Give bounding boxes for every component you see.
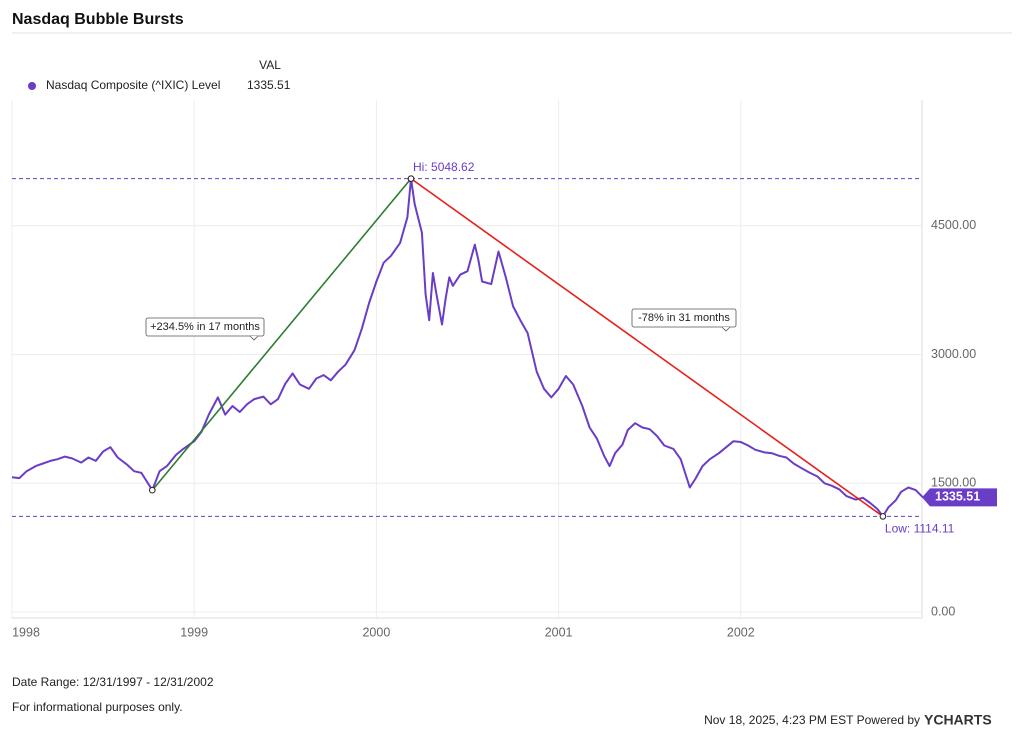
y-tick-label: 1500.00 [931, 476, 976, 490]
legend-value: 1335.51 [247, 78, 291, 92]
annotation-label: +234.5% in 17 months [150, 321, 260, 333]
value-tag [922, 488, 997, 507]
series-line [11, 177, 924, 518]
x-tick-label: 2002 [727, 625, 755, 639]
y-tick-label: 4500.00 [931, 218, 976, 232]
trend-endpoint [407, 175, 415, 182]
annotation-label: -78% in 31 months [638, 312, 730, 324]
x-tick-label: 2000 [362, 625, 390, 639]
annotation-box [631, 308, 737, 328]
legend-label: Nasdaq Composite (^IXIC) Level [46, 78, 220, 92]
trend-line [151, 178, 412, 491]
trend-endpoint [879, 513, 887, 520]
annotation-pointer [249, 335, 259, 341]
chart-title: Nasdaq Bubble Bursts [12, 11, 184, 28]
x-tick-label: 1998 [12, 625, 40, 639]
legend-marker [28, 82, 36, 90]
annotation-pointer [721, 326, 731, 332]
annotation-box [145, 317, 265, 337]
date-range: Date Range: 12/31/1997 - 12/31/2002 [12, 675, 214, 689]
value-tag-label: 1335.51 [935, 490, 980, 504]
x-tick-label: 1999 [180, 625, 208, 639]
trend-endpoint [148, 486, 156, 494]
x-tick-label: 2001 [545, 625, 573, 639]
brand-logo: YCHARTS [924, 712, 992, 728]
trend-line [410, 178, 884, 518]
timestamp: Nov 18, 2025, 4:23 PM EST Powered by [704, 713, 920, 727]
y-tick-label: 0.00 [931, 604, 955, 618]
level-label: Hi: 5048.62 [413, 160, 475, 174]
y-tick-label: 3000.00 [931, 347, 976, 361]
level-label: Low: 1114.11 [885, 522, 955, 536]
legend-header: VAL [259, 58, 281, 72]
disclaimer: For informational purposes only. [12, 700, 183, 714]
